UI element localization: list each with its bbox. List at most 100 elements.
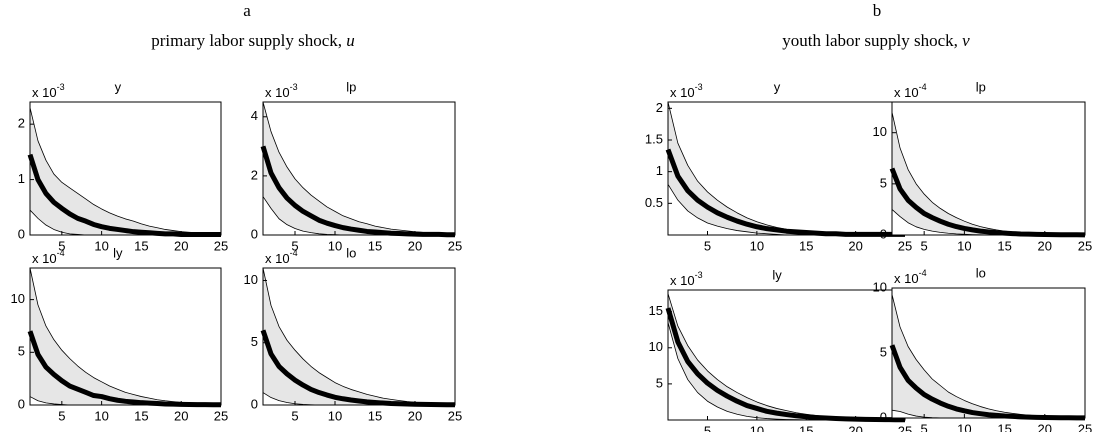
y-tick-label: 0 bbox=[880, 226, 887, 241]
band-fill bbox=[30, 268, 221, 405]
panel-title-var: u bbox=[346, 31, 355, 50]
x-tick-label: 20 bbox=[848, 238, 862, 253]
panel-title-var: v bbox=[962, 31, 970, 50]
scale-factor: x 10-3 bbox=[265, 82, 298, 100]
x-tick-label: 20 bbox=[1038, 421, 1052, 432]
y-tick-label: 2 bbox=[656, 100, 663, 115]
x-tick-label: 20 bbox=[174, 238, 188, 253]
x-tick-label: 5 bbox=[291, 238, 298, 253]
x-tick-label: 25 bbox=[448, 238, 462, 253]
x-tick-label: 10 bbox=[750, 423, 764, 432]
x-tick-label: 25 bbox=[1078, 421, 1092, 432]
y-tick-label: 10 bbox=[244, 272, 258, 287]
scale-exponent: -3 bbox=[290, 82, 298, 92]
band-fill bbox=[892, 294, 1085, 418]
y-tick-label: 0.5 bbox=[645, 195, 663, 210]
x-tick-label: 10 bbox=[94, 238, 108, 253]
x-tick-label: 15 bbox=[997, 421, 1011, 432]
band-fill bbox=[263, 102, 455, 235]
scale-exponent: -3 bbox=[695, 270, 703, 280]
x-tick-label: 5 bbox=[704, 423, 711, 432]
x-tick-label: 15 bbox=[134, 408, 148, 423]
panel-label: b bbox=[873, 1, 882, 20]
scale-factor: x 10-4 bbox=[894, 82, 927, 100]
x-tick-label: 5 bbox=[921, 238, 928, 253]
x-tick-label: 10 bbox=[328, 408, 342, 423]
scale-exponent: -3 bbox=[57, 82, 65, 92]
scale-text: x 10 bbox=[32, 85, 57, 100]
x-tick-label: 15 bbox=[368, 238, 382, 253]
scale-exponent: -3 bbox=[695, 82, 703, 92]
plot-frame bbox=[262, 267, 456, 406]
chart-title: lp bbox=[976, 79, 986, 94]
y-tick-label: 1 bbox=[656, 163, 663, 178]
x-tick-label: 25 bbox=[1078, 238, 1092, 253]
x-tick-label: 25 bbox=[448, 408, 462, 423]
x-tick-label: 25 bbox=[898, 423, 912, 432]
x-tick-label: 25 bbox=[898, 238, 912, 253]
median-line bbox=[665, 148, 905, 237]
y-tick-label: 5 bbox=[251, 334, 258, 349]
chart-title: y bbox=[115, 79, 122, 94]
scale-factor: x 10-4 bbox=[894, 268, 927, 286]
x-tick-label: 5 bbox=[704, 238, 711, 253]
y-tick-label: 10 bbox=[11, 291, 25, 306]
scale-factor: x 10-3 bbox=[670, 82, 703, 100]
panel-title: youth labor supply shock, v bbox=[782, 31, 970, 50]
scale-exponent: -4 bbox=[919, 82, 927, 92]
scale-text: x 10 bbox=[265, 251, 290, 266]
y-tick-label: 10 bbox=[873, 279, 887, 294]
plot-area bbox=[668, 290, 905, 420]
x-tick-label: 25 bbox=[214, 238, 228, 253]
y-tick-label: 0 bbox=[880, 409, 887, 424]
panel-label: a bbox=[243, 1, 251, 20]
median-line bbox=[27, 330, 221, 408]
y-tick-label: 10 bbox=[649, 339, 663, 354]
x-tick-label: 15 bbox=[997, 238, 1011, 253]
y-tick-label: 10 bbox=[873, 124, 887, 139]
y-tick-label: 2 bbox=[251, 167, 258, 182]
x-tick-label: 25 bbox=[214, 408, 228, 423]
y-tick-label: 15 bbox=[649, 303, 663, 318]
scale-text: x 10 bbox=[894, 85, 919, 100]
x-tick-label: 10 bbox=[750, 238, 764, 253]
x-tick-label: 5 bbox=[921, 421, 928, 432]
x-tick-label: 15 bbox=[134, 238, 148, 253]
x-tick-label: 15 bbox=[368, 408, 382, 423]
plot-frame bbox=[29, 101, 222, 236]
panel-title-text: youth labor supply shock, bbox=[782, 31, 962, 50]
median-line bbox=[665, 307, 906, 423]
band-fill bbox=[892, 112, 1085, 235]
y-tick-label: 1 bbox=[18, 171, 25, 186]
y-tick-label: 5 bbox=[18, 344, 25, 359]
x-tick-label: 10 bbox=[94, 408, 108, 423]
scale-factor: x 10-4 bbox=[265, 248, 298, 266]
x-tick-label: 15 bbox=[799, 423, 813, 432]
x-tick-label: 20 bbox=[408, 408, 422, 423]
panel-title: primary labor supply shock, u bbox=[151, 31, 355, 50]
chart-title: ly bbox=[772, 267, 782, 282]
scale-text: x 10 bbox=[265, 85, 290, 100]
y-tick-label: 1.5 bbox=[645, 131, 663, 146]
plot-frame bbox=[891, 101, 1086, 236]
scale-text: x 10 bbox=[894, 271, 919, 286]
chart-title: lp bbox=[346, 79, 356, 94]
y-tick-label: 0 bbox=[251, 396, 258, 411]
panel-title-text: primary labor supply shock, bbox=[151, 31, 346, 50]
x-tick-label: 5 bbox=[291, 408, 298, 423]
chart-title: lo bbox=[976, 265, 986, 280]
y-tick-label: 0 bbox=[18, 396, 25, 411]
median-line bbox=[27, 153, 221, 237]
x-tick-label: 5 bbox=[58, 238, 65, 253]
scale-text: x 10 bbox=[32, 251, 57, 266]
y-tick-label: 5 bbox=[880, 175, 887, 190]
scale-text: x 10 bbox=[670, 273, 695, 288]
x-tick-label: 20 bbox=[174, 408, 188, 423]
x-tick-label: 20 bbox=[1038, 238, 1052, 253]
median-line bbox=[260, 329, 455, 408]
y-tick-label: 0 bbox=[18, 226, 25, 241]
y-tick-label: 5 bbox=[880, 344, 887, 359]
x-tick-label: 15 bbox=[799, 238, 813, 253]
median-line bbox=[260, 145, 455, 238]
